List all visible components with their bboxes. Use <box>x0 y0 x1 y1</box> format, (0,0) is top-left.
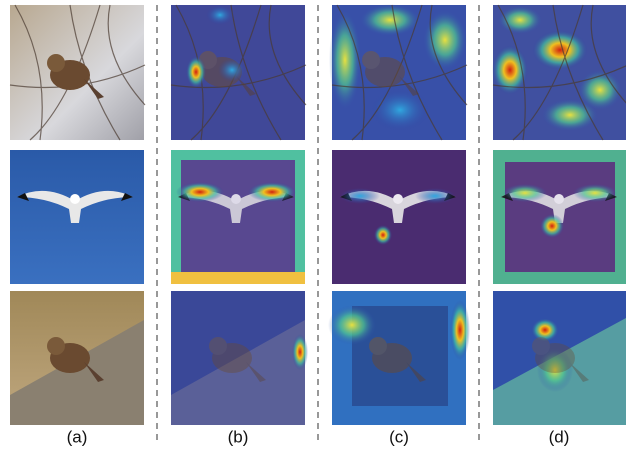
heatmap-d <box>492 5 626 425</box>
caption: (b) <box>228 427 249 446</box>
caption: (d) <box>549 427 570 446</box>
figure: (a) (b) (c) (d) <box>0 0 626 449</box>
heatmap-b <box>171 5 308 425</box>
image-original <box>10 5 145 425</box>
caption: (c) <box>389 427 409 446</box>
heatmap-c <box>328 4 470 425</box>
caption: (a) <box>67 427 88 446</box>
